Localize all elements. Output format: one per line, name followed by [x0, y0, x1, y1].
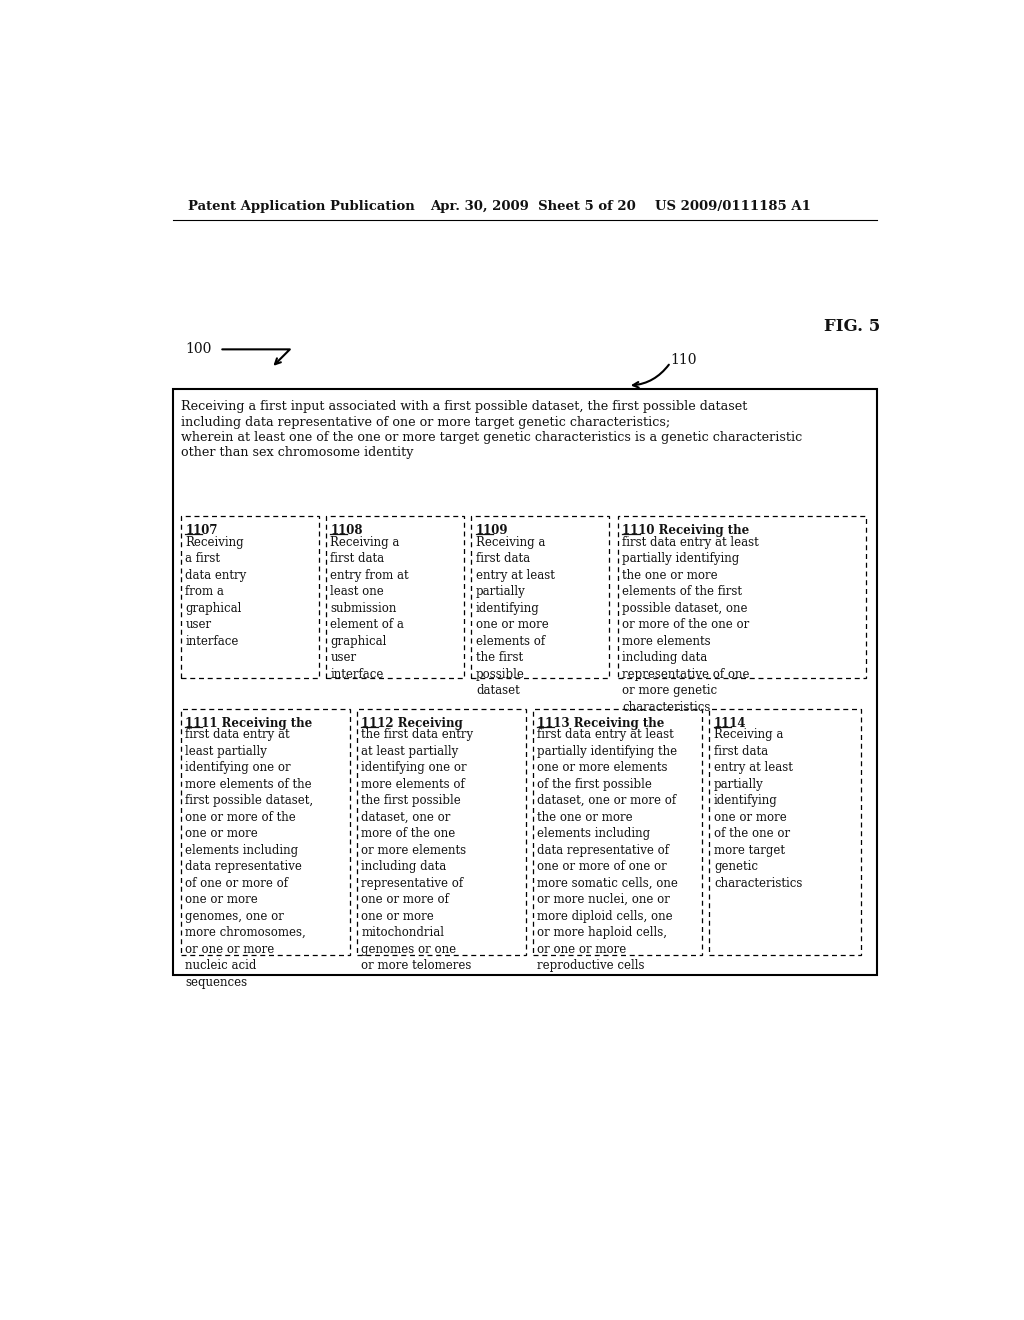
Text: Receiving
a first
data entry
from a
graphical
user
interface: Receiving a first data entry from a grap… — [185, 536, 247, 648]
Text: 100: 100 — [185, 342, 212, 356]
Bar — [173, 389, 877, 974]
Text: 110: 110 — [671, 354, 697, 367]
Text: 1109: 1109 — [476, 524, 509, 537]
Bar — [326, 516, 464, 678]
Bar — [356, 709, 525, 956]
Text: Receiving a first input associated with a first possible dataset, the first poss: Receiving a first input associated with … — [180, 400, 748, 413]
Bar — [471, 516, 609, 678]
Text: Receiving a
first data
entry at least
partially
identifying
one or more
elements: Receiving a first data entry at least pa… — [476, 536, 555, 697]
Bar — [180, 516, 318, 678]
Text: wherein at least one of the one or more target genetic characteristics is a gene: wherein at least one of the one or more … — [180, 430, 802, 444]
Text: Apr. 30, 2009  Sheet 5 of 20: Apr. 30, 2009 Sheet 5 of 20 — [430, 199, 636, 213]
Text: the first data entry
at least partially
identifying one or
more elements of
the : the first data entry at least partially … — [361, 729, 473, 973]
Text: 1114: 1114 — [714, 717, 746, 730]
Bar — [180, 709, 349, 956]
Text: US 2009/0111185 A1: US 2009/0111185 A1 — [655, 199, 811, 213]
Text: other than sex chromosome identity: other than sex chromosome identity — [180, 446, 414, 459]
Text: including data representative of one or more target genetic characteristics;: including data representative of one or … — [180, 416, 670, 429]
Text: 1111 Receiving the: 1111 Receiving the — [185, 717, 312, 730]
Text: Receiving a
first data
entry from at
least one
submission
element of a
graphical: Receiving a first data entry from at lea… — [331, 536, 409, 681]
Text: 1113 Receiving the: 1113 Receiving the — [538, 717, 665, 730]
Text: 1108: 1108 — [331, 524, 362, 537]
Text: first data entry at least
partially identifying the
one or more elements
of the : first data entry at least partially iden… — [538, 729, 678, 973]
Text: 1110 Receiving the: 1110 Receiving the — [623, 524, 750, 537]
Text: 1107: 1107 — [185, 524, 218, 537]
Text: Receiving a
first data
entry at least
partially
identifying
one or more
of the o: Receiving a first data entry at least pa… — [714, 729, 802, 890]
Text: FIG. 5: FIG. 5 — [824, 318, 881, 335]
Text: first data entry at least
partially identifying
the one or more
elements of the : first data entry at least partially iden… — [623, 536, 759, 714]
Bar — [710, 709, 861, 956]
Bar — [617, 516, 866, 678]
Text: Patent Application Publication: Patent Application Publication — [188, 199, 415, 213]
Text: first data entry at
least partially
identifying one or
more elements of the
firs: first data entry at least partially iden… — [185, 729, 313, 989]
Bar — [532, 709, 701, 956]
Text: 1112 Receiving: 1112 Receiving — [361, 717, 463, 730]
